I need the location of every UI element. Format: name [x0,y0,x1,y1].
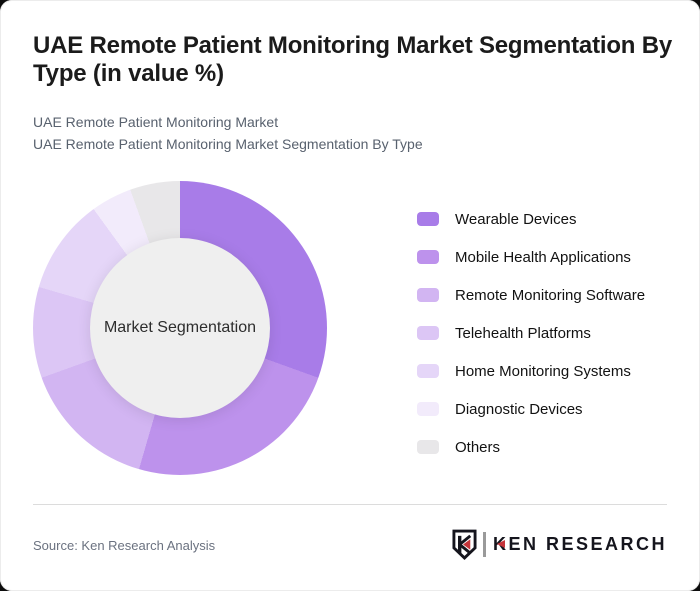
legend-label: Home Monitoring Systems [455,362,631,380]
legend-label: Diagnostic Devices [455,400,583,418]
chart-legend: Wearable Devices Mobile Health Applicatio… [417,200,645,466]
source-note: Source: Ken Research Analysis [33,538,216,553]
logo-wordmark: KEN RESEARCH [493,534,667,555]
legend-label: Remote Monitoring Software [455,286,646,304]
legend-swatch [417,212,439,226]
donut-chart: Market Segmentation [33,181,327,475]
subtitle-line-1: UAE Remote Patient Monitoring Market [33,114,279,130]
legend-swatch [417,440,439,454]
legend-label: Mobile Health Applications [455,248,631,266]
subtitle-line-2: UAE Remote Patient Monitoring Market Seg… [33,136,423,152]
legend-swatch [417,364,439,378]
legend-item: Remote Monitoring Software [417,276,645,314]
ken-research-shield-icon [452,529,477,560]
legend-label: Wearable Devices [455,210,577,228]
logo-k-triangle-icon [496,540,505,548]
ken-research-logo: KEN RESEARCH [452,528,667,560]
legend-item: Home Monitoring Systems [417,352,645,390]
legend-label: Others [455,438,501,456]
legend-swatch [417,288,439,302]
legend-swatch [417,250,439,264]
donut-center: Market Segmentation [90,238,270,418]
donut-center-label: Market Segmentation [103,319,257,336]
legend-item: Telehealth Platforms [417,314,645,352]
legend-item: Diagnostic Devices [417,390,645,428]
legend-swatch [417,326,439,340]
footer-divider [33,504,667,505]
legend-item: Wearable Devices [417,200,645,238]
legend-item: Mobile Health Applications [417,238,645,276]
page-title: UAE Remote Patient Monitoring Market Seg… [33,32,673,87]
chart-subtitle: UAE Remote Patient Monitoring Market UAE… [33,111,673,155]
legend-swatch [417,402,439,416]
logo-text: KEN RESEARCH [492,533,667,554]
legend-item: Others [417,428,645,466]
legend-label: Telehealth Platforms [455,324,591,342]
logo-separator [482,531,486,557]
